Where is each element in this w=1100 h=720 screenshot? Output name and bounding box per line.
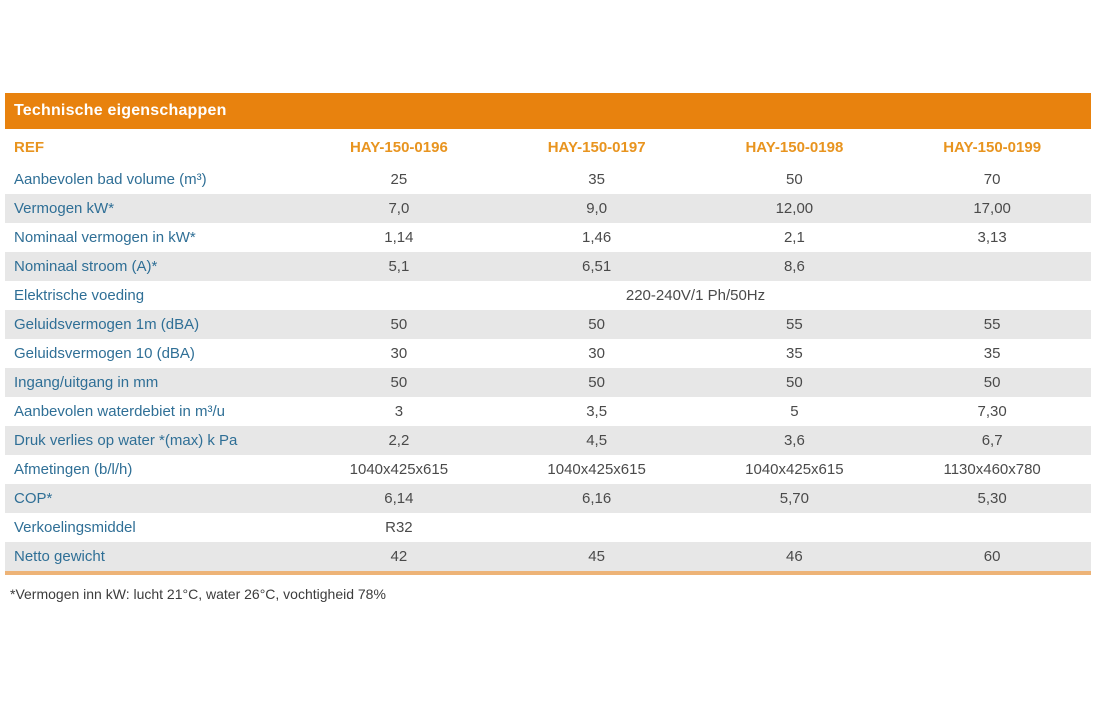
row-label: Netto gewicht (5, 542, 300, 571)
row-value: 5,1 (300, 252, 498, 281)
row-value: 3,6 (695, 426, 894, 455)
column-header-4: HAY-150-0199 (893, 129, 1091, 165)
row-value (696, 513, 894, 542)
column-header-3: HAY-150-0198 (695, 129, 894, 165)
column-header-1: HAY-150-0196 (300, 129, 498, 165)
row-value: R32 (385, 519, 413, 536)
row-label: Geluidsvermogen 10 (dBA) (14, 345, 195, 362)
row-value: 7,0 (300, 194, 498, 223)
row-span-value: 220-240V/1 Ph/50Hz (625, 287, 766, 304)
column-header-2: HAY-150-0197 (497, 129, 696, 165)
table-row: Geluidsvermogen 1m (dBA) 50 50 55 55 (5, 310, 1091, 339)
row-value: 2,2 (300, 426, 498, 455)
row-value: 8,6 (695, 252, 894, 281)
row-value: 35 (983, 345, 1001, 362)
table-row: Ingang/uitgang in mm 50 50 50 50 (5, 368, 1091, 397)
table-row: Verkoelingsmiddel R32 (5, 513, 1091, 542)
row-value: 50 (300, 368, 498, 397)
row-value: 3,5 (586, 403, 608, 420)
row-value: 1130x460x780 (943, 461, 1041, 478)
row-label: Afmetingen (b/l/h) (14, 461, 133, 478)
row-value (893, 513, 1091, 542)
row-value: 35 (588, 171, 605, 188)
row-value: 46 (695, 542, 894, 571)
row-value: 1,14 (384, 229, 414, 246)
row-value: 60 (893, 542, 1091, 571)
row-value: 1040x425x615 (547, 461, 646, 478)
row-value: 50 (695, 368, 894, 397)
row-value: 9,0 (497, 194, 696, 223)
table-bottom-border (5, 571, 1091, 575)
ref-header: REF (5, 129, 300, 165)
table-row: Aanbevolen bad volume (m³) 25 35 50 70 (5, 165, 1091, 194)
table-row: Geluidsvermogen 10 (dBA) 30 30 35 35 (5, 339, 1091, 368)
row-value: 30 (390, 345, 408, 362)
row-value: 50 (893, 368, 1091, 397)
row-value: 70 (983, 171, 1001, 188)
row-label: Aanbevolen bad volume (m³) (14, 171, 207, 188)
row-value: 6,7 (893, 426, 1091, 455)
row-value: 12,00 (695, 194, 894, 223)
row-value (893, 252, 1091, 281)
row-value: 55 (893, 310, 1091, 339)
row-value: 4,5 (497, 426, 696, 455)
table-row: Netto gewicht 42 45 46 60 (5, 542, 1091, 571)
row-value: 50 (497, 310, 696, 339)
row-value: 2,1 (783, 229, 805, 246)
row-value: 50 (300, 310, 498, 339)
row-value: 30 (588, 345, 605, 362)
row-label: Ingang/uitgang in mm (5, 368, 300, 397)
row-value: 1040x425x615 (745, 461, 844, 478)
table-title: Technische eigenschappen (14, 102, 227, 119)
row-label: Vermogen kW* (5, 194, 300, 223)
table-row: Afmetingen (b/l/h) 1040x425x615 1040x425x6… (5, 455, 1091, 484)
row-label: COP* (5, 484, 300, 513)
table-row: Druk verlies op water *(max) k Pa 2,2 4,5 3… (5, 426, 1091, 455)
row-value: 3 (394, 403, 404, 420)
row-value: 25 (390, 171, 408, 188)
row-label: Aanbevolen waterdebiet in m³/u (14, 403, 225, 420)
row-value: 50 (497, 368, 696, 397)
row-label: Geluidsvermogen 1m (dBA) (5, 310, 300, 339)
row-value: 1,46 (582, 229, 612, 246)
table-row: COP* 6,14 6,16 5,70 5,30 (5, 484, 1091, 513)
table-row: Aanbevolen waterdebiet in m³/u 3 3,5 5 7,30 (5, 397, 1091, 426)
row-value: 55 (695, 310, 894, 339)
row-value: 6,51 (497, 252, 696, 281)
row-value: 1040x425x615 (349, 461, 449, 478)
row-label: Nominaal stroom (A)* (5, 252, 300, 281)
row-value: 42 (300, 542, 498, 571)
table-title-bar: Technische eigenschappen (5, 93, 1091, 129)
table-row: Vermogen kW* 7,0 9,0 12,00 17,00 (5, 194, 1091, 223)
row-value: 3,13 (977, 229, 1007, 246)
spec-sheet: Technische eigenschappen REF HAY-150-019… (5, 93, 1091, 602)
table-row: Nominaal vermogen in kW* 1,14 1,46 2,1 3,13 (5, 223, 1091, 252)
row-value: 6,14 (300, 484, 498, 513)
row-value: 35 (786, 345, 803, 362)
footnote: *Vermogen inn kW: lucht 21°C, water 26°C… (10, 586, 386, 602)
row-value: 45 (497, 542, 696, 571)
row-label: Elektrische voeding (14, 287, 145, 304)
row-value: 5,30 (893, 484, 1091, 513)
row-value: 17,00 (893, 194, 1091, 223)
table-row: Nominaal stroom (A)* 5,1 6,51 8,6 (5, 252, 1091, 281)
row-value: 5,70 (695, 484, 894, 513)
row-label: Druk verlies op water *(max) k Pa (5, 426, 300, 455)
table-row: Elektrische voeding 220-240V/1 Ph/50Hz (5, 281, 1091, 310)
table-header-row: REF HAY-150-0196 HAY-150-0197 HAY-150-01… (5, 129, 1091, 165)
spec-table: REF HAY-150-0196 HAY-150-0197 HAY-150-01… (5, 129, 1091, 571)
row-value: 6,16 (497, 484, 696, 513)
row-value: 5 (790, 403, 799, 420)
row-value (498, 513, 696, 542)
row-label: Nominaal vermogen in kW* (14, 229, 196, 246)
row-label: Verkoelingsmiddel (14, 519, 136, 536)
row-value: 50 (786, 171, 803, 188)
row-value: 7,30 (977, 403, 1007, 420)
